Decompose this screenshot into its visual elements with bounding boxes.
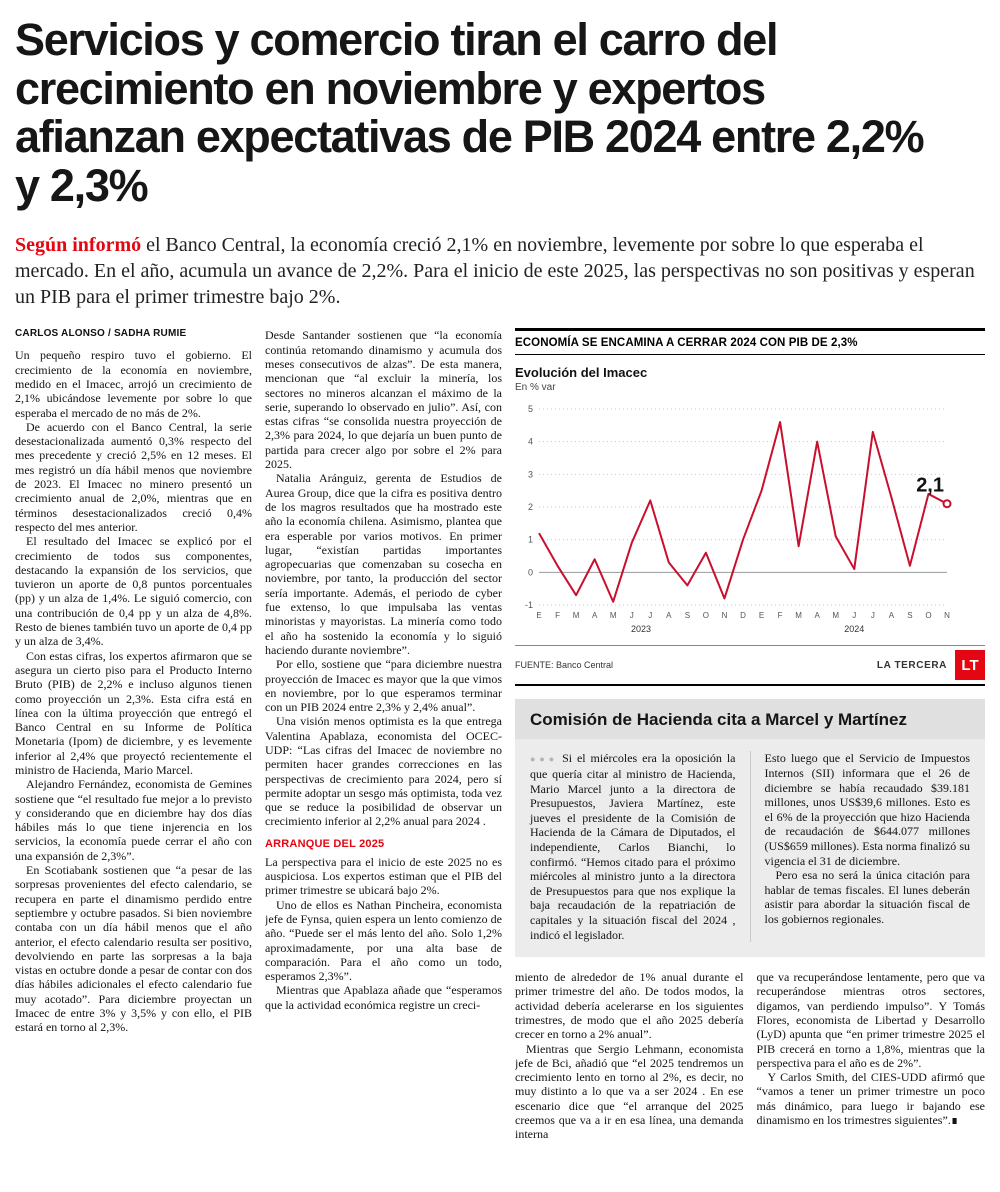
lede: Según informó el Banco Central, la econo…	[15, 232, 980, 310]
chart-title: Evolución del Imacec	[515, 365, 648, 381]
box-left-text: Si el miércoles era la oposición la que …	[530, 751, 736, 942]
bullet-dots-icon: ●●●	[530, 754, 559, 765]
paragraph: Natalia Aránguiz, gerenta de Estudios de…	[265, 471, 502, 657]
svg-text:E: E	[759, 611, 764, 620]
svg-text:A: A	[592, 611, 598, 620]
svg-text:M: M	[795, 611, 802, 620]
la-tercera-logo: LT	[955, 650, 985, 681]
paragraph: Alejandro Fernández, economista de Gemin…	[15, 777, 252, 863]
svg-text:A: A	[815, 611, 821, 620]
hacienda-box: Comisión de Hacienda cita a Marcel y Mar…	[515, 699, 985, 958]
body-column-3: miento de alrededor de 1% anual durante …	[515, 970, 744, 1182]
svg-text:M: M	[832, 611, 839, 620]
chart-header: ECONOMÍA SE ENCAMINA A CERRAR 2024 CON P…	[515, 331, 985, 356]
svg-text:M: M	[610, 611, 617, 620]
chart-credit: LA TERCERA	[876, 659, 947, 671]
chart-canvas: -1 0 1 2 3 4 5 E F M A M J J A S O N D E F M A M J J A S O N 2023 2024 2…	[515, 395, 983, 645]
svg-text:4: 4	[528, 437, 533, 447]
paragraph: Un pequeño respiro tuvo el gobierno. El …	[15, 348, 252, 420]
svg-text:1: 1	[528, 535, 533, 545]
paragraph: miento de alrededor de 1% anual durante …	[515, 970, 744, 1042]
chart-footer: FUENTE: Banco Central LA TERCERA LT	[515, 645, 985, 684]
body-column-4: que va recuperándose lentamente, pero qu…	[757, 970, 986, 1182]
svg-text:J: J	[871, 611, 875, 620]
body-column-2: Desde Santander sostienen que “la econom…	[265, 328, 502, 1136]
svg-text:J: J	[648, 611, 652, 620]
paragraph: Desde Santander sostienen que “la econom…	[265, 328, 502, 472]
svg-text:2: 2	[528, 502, 533, 512]
imacec-line-chart: -1 0 1 2 3 4 5 E F M A M J J A S O N D E F M A M J J A S O N 2023 2024 2…	[525, 404, 952, 634]
headline: Servicios y comercio tiran el carro del …	[15, 14, 925, 211]
section-header-arranque-2025: ARRANQUE DEL 2025	[265, 837, 385, 850]
svg-text:F: F	[778, 611, 783, 620]
paragraph: que va recuperándose lentamente, pero qu…	[756, 970, 986, 1070]
paragraph: Uno de ellos es Nathan Pincheira, econom…	[265, 897, 502, 984]
imacec-chart-block: ECONOMÍA SE ENCAMINA A CERRAR 2024 CON P…	[515, 328, 985, 687]
svg-text:J: J	[630, 611, 634, 620]
column-2-paragraphs-top: Desde Santander sostienen que “la econom…	[265, 328, 502, 828]
svg-text:N: N	[722, 611, 728, 620]
box-column-left: ●●● Si el miércoles era la oposición la q…	[530, 751, 736, 942]
bottom-columns: miento de alrededor de 1% anual durante …	[515, 970, 985, 1182]
svg-text:S: S	[907, 611, 912, 620]
svg-text:0: 0	[528, 568, 533, 578]
lede-lead-in: Según informó	[15, 234, 142, 257]
paragraph: Y Carlos Smith, del CIES-UDD afirmó que …	[756, 1070, 986, 1128]
svg-text:O: O	[925, 611, 931, 620]
box-body: ●●● Si el miércoles era la oposición la q…	[515, 739, 985, 957]
paragraph: Con estas cifras, los expertos afirmaron…	[15, 648, 252, 777]
svg-text:S: S	[685, 611, 690, 620]
paragraph: Esto luego que el Servicio de Impuestos …	[764, 751, 971, 868]
byline: CARLOS ALONSO / SADHA RUMIE	[15, 328, 187, 340]
svg-text:F: F	[555, 611, 560, 620]
paragraph: Una visión menos optimista es la que ent…	[265, 714, 502, 829]
paragraph: Por ello, sostiene que “para diciembre n…	[265, 657, 502, 715]
lede-text: el Banco Central, la economía creció 2,1…	[15, 234, 975, 309]
svg-text:E: E	[536, 611, 541, 620]
svg-text:M: M	[573, 611, 580, 620]
paragraph: En Scotiabank sostienen que “a pesar de …	[15, 863, 252, 1035]
svg-text:A: A	[889, 611, 895, 620]
article-body: CARLOS ALONSO / SADHA RUMIE Un pequeño r…	[15, 328, 985, 1182]
svg-text:-1: -1	[525, 600, 533, 610]
paragraph: De acuerdo con el Banco Central, la seri…	[15, 419, 252, 534]
svg-text:D: D	[740, 611, 746, 620]
svg-text:2023: 2023	[631, 624, 651, 634]
svg-text:3: 3	[528, 470, 533, 480]
column-1-paragraphs: Un pequeño respiro tuvo el gobierno. El …	[15, 348, 252, 1034]
right-rail: ECONOMÍA SE ENCAMINA A CERRAR 2024 CON P…	[515, 328, 985, 1182]
paragraph: El resultado del Imacec se explicó por e…	[15, 534, 252, 649]
svg-text:N: N	[944, 611, 950, 620]
box-left-paragraph: ●●● Si el miércoles era la oposición la q…	[530, 751, 736, 942]
svg-text:2,1: 2,1	[916, 475, 944, 497]
paragraph: Mientras que Sergio Lehmann, economista …	[515, 1041, 744, 1142]
paragraph: La perspectiva para el inicio de este 20…	[265, 854, 502, 898]
svg-text:5: 5	[528, 404, 533, 414]
chart-source: FUENTE: Banco Central	[515, 660, 614, 671]
box-column-right: Esto luego que el Servicio de Impuestos …	[749, 751, 971, 943]
chart-unit-label: En % var	[515, 382, 556, 394]
column-2-paragraphs-bottom: La perspectiva para el inicio de este 20…	[265, 855, 502, 1012]
svg-text:J: J	[852, 611, 856, 620]
paragraph: Mientras que Apablaza añade que “esperam…	[265, 983, 502, 1012]
svg-text:O: O	[703, 611, 709, 620]
paragraph: Pero esa no será la única citación para …	[764, 868, 971, 926]
svg-text:2024: 2024	[844, 624, 864, 634]
svg-text:A: A	[666, 611, 672, 620]
body-column-1: CARLOS ALONSO / SADHA RUMIE Un pequeño r…	[15, 328, 252, 1136]
box-title: Comisión de Hacienda cita a Marcel y Mar…	[515, 699, 985, 740]
